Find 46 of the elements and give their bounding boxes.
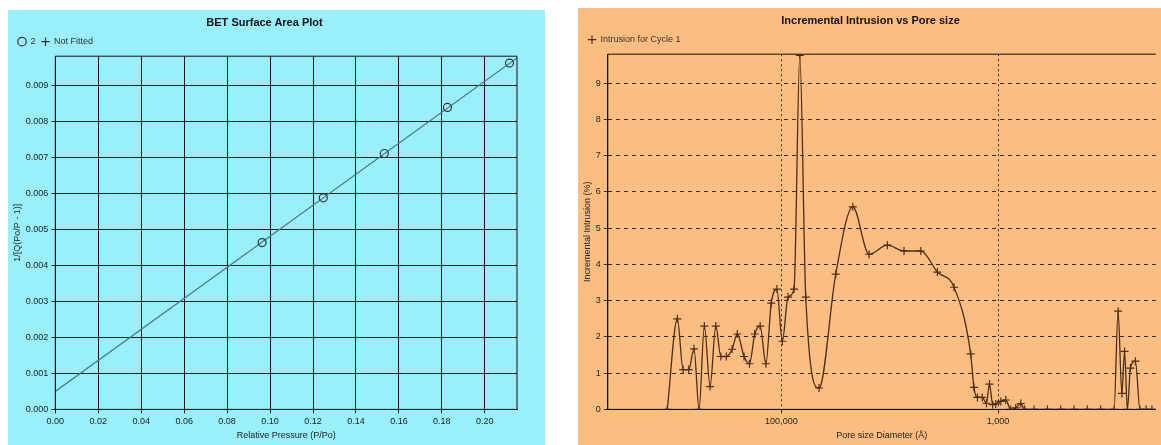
y-tick-label: 9 bbox=[595, 77, 601, 88]
point bbox=[504, 58, 515, 68]
legend-label: Intrusion for Cycle 1 bbox=[600, 34, 681, 45]
y-tick-label: 1 bbox=[595, 367, 601, 378]
y-tick-label: 8 bbox=[595, 113, 601, 124]
y-tick-label: 0.004 bbox=[25, 259, 49, 270]
y-tick-label: 0.001 bbox=[25, 367, 49, 378]
x-tick-label: 0.16 bbox=[390, 416, 408, 427]
x-tick-label: 1,000 bbox=[986, 416, 1010, 427]
y-tick-label: 4 bbox=[595, 258, 601, 269]
point bbox=[442, 102, 453, 112]
chart-title: Incremental Intrusion vs Pore size bbox=[781, 13, 960, 26]
x-tick-label: 0.10 bbox=[261, 416, 279, 427]
y-axis-title: 1/[Q(Po/P - 1)] bbox=[11, 203, 22, 262]
y-tick-label: 0.002 bbox=[25, 331, 49, 342]
y-tick-label: 5 bbox=[595, 222, 601, 233]
y-tick-label: 0.006 bbox=[25, 187, 49, 198]
x-tick-label: 0.12 bbox=[304, 416, 322, 427]
x-axis-title: Pore size Diameter (Å) bbox=[836, 430, 928, 441]
x-tick-label: 0.20 bbox=[476, 416, 494, 427]
legend-label: Not Fitted bbox=[54, 36, 94, 47]
y-tick-label: 0.000 bbox=[25, 403, 49, 414]
x-tick-label: 0.02 bbox=[89, 416, 108, 427]
y-tick-label: 2 bbox=[595, 331, 601, 342]
chart-title: BET Surface Area Plot bbox=[206, 15, 324, 28]
point bbox=[318, 193, 328, 203]
y-tick-label: 0 bbox=[595, 403, 601, 414]
point bbox=[257, 237, 267, 248]
x-tick-label: 0.00 bbox=[46, 416, 65, 427]
x-tick-label: 100,000 bbox=[765, 416, 798, 427]
x-tick-label: 0.06 bbox=[175, 416, 193, 427]
x-axis-title: Relative Pressure (P/Po) bbox=[236, 430, 336, 441]
y-tick-label: 0.005 bbox=[25, 223, 49, 234]
y-tick-label: 0.009 bbox=[25, 79, 49, 90]
y-tick-label: 0.007 bbox=[25, 151, 49, 162]
x-tick-label: 0.14 bbox=[347, 416, 365, 427]
x-tick-label: 0.08 bbox=[218, 416, 236, 427]
y-tick-label: 6 bbox=[595, 186, 601, 197]
x-tick-label: 0.18 bbox=[433, 416, 451, 427]
x-tick-label: 0.04 bbox=[132, 416, 150, 427]
point bbox=[379, 148, 389, 159]
y-tick-label: 0.003 bbox=[25, 295, 49, 306]
y-tick-label: 7 bbox=[595, 150, 601, 161]
y-axis-title: Incremental Intrusion (%) bbox=[581, 181, 592, 283]
y-tick-label: 0.008 bbox=[25, 115, 49, 126]
y-tick-label: 3 bbox=[595, 295, 601, 306]
